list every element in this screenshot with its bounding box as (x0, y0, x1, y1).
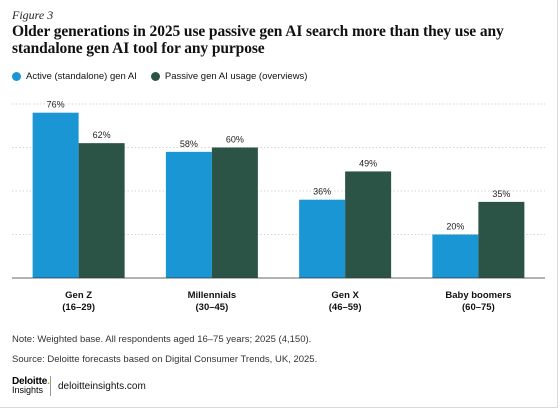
category-sublabel: (60–75) (462, 302, 495, 313)
bar-passive (78, 143, 125, 278)
legend-item-active: Active (standalone) gen AI (12, 71, 137, 82)
data-label: 36% (313, 187, 331, 197)
logo-insights: Insights (12, 385, 44, 395)
data-label: 49% (359, 158, 377, 168)
bar-active (165, 151, 212, 278)
category-label: Gen Z (65, 290, 92, 301)
data-label: 35% (492, 189, 510, 199)
site-link[interactable]: deloitteinsights.com (58, 381, 146, 392)
data-label: 76% (47, 100, 65, 110)
category-label: Gen X (331, 290, 359, 301)
bar-active (432, 234, 479, 278)
legend-swatch-active (12, 72, 21, 81)
category-label: Baby boomers (445, 290, 511, 301)
bar-active (299, 199, 346, 278)
bar-active (32, 112, 79, 278)
legend-item-passive: Passive gen AI usage (overviews) (150, 71, 308, 82)
data-label: 60% (226, 135, 244, 145)
chart-title: Older generations in 2025 use passive ge… (12, 23, 504, 57)
category-sublabel: (30–45) (196, 302, 229, 313)
legend-label-active: Active (standalone) gen AI (26, 71, 137, 82)
category-sublabel: (46–59) (329, 302, 362, 313)
data-label: 62% (93, 130, 111, 140)
chart-legend: Active (standalone) gen AI Passive gen A… (12, 71, 307, 82)
figure-label: Figure 3 (12, 8, 54, 22)
bar-passive (345, 171, 392, 278)
category-sublabel: (16–29) (62, 302, 95, 313)
chart-note: Note: Weighted base. All respondents age… (12, 334, 312, 345)
logo-wordmark: Deloitte (12, 376, 48, 387)
logo-divider (50, 376, 51, 396)
data-label: 20% (446, 222, 464, 232)
bar-passive (478, 201, 525, 278)
legend-label-passive: Passive gen AI usage (overviews) (164, 71, 308, 82)
deloitte-logo: Deloitte. Insights (12, 377, 50, 395)
category-label: Millennials (188, 290, 237, 301)
bar-passive (211, 147, 258, 278)
legend-swatch-passive (150, 72, 160, 81)
data-label: 58% (180, 139, 198, 149)
logo-dot: . (47, 376, 50, 387)
chart-source: Source: Deloitte forecasts based on Digi… (12, 354, 318, 365)
